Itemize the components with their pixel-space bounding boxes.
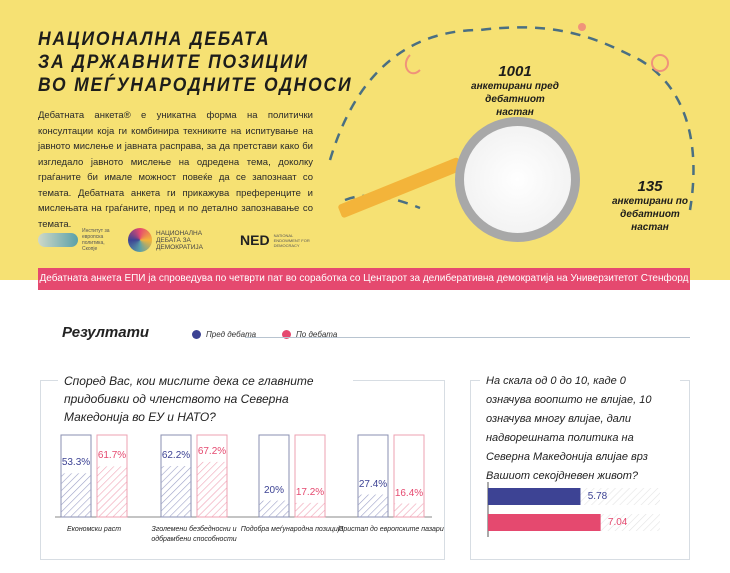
- stat-before: 1001 анкетирани пред дебатниот настан: [471, 63, 559, 118]
- data-label: 20%: [263, 484, 284, 496]
- national-debate-logo: НАЦИОНАЛНА ДЕБАТА ЗА ДЕМОКРАТИЈА: [128, 228, 226, 252]
- bar-after: [197, 461, 227, 517]
- bar-after: [97, 466, 127, 517]
- data-label: 61.7%: [97, 450, 127, 462]
- location-pin-icon: [578, 23, 586, 31]
- loop-arrow-icon: [404, 54, 421, 75]
- data-label: 5.78: [587, 491, 608, 502]
- chart-benefits-question: Според Вас, кои мислите дека се главните…: [58, 372, 353, 426]
- bar-outline: [393, 434, 425, 518]
- category-label: Зголемени безбедносни и одбрамбени спосо…: [151, 526, 237, 543]
- data-label: 62.2%: [161, 449, 191, 461]
- data-label: 16.4%: [394, 487, 424, 499]
- data-label: 7.04: [607, 517, 628, 528]
- divider: [245, 337, 690, 338]
- magnifying-glass-icon: [455, 117, 580, 242]
- data-label: 53.3%: [61, 457, 91, 469]
- bar-before: [358, 494, 388, 517]
- bar-before: [161, 465, 191, 517]
- chart-influence-question: На скала од 0 до 10, каде 0 означува воо…: [480, 372, 680, 486]
- bar-before: [259, 500, 289, 517]
- results-title: Резултати: [62, 324, 150, 341]
- hbar-after: [488, 514, 601, 531]
- data-label: 17.2%: [295, 486, 325, 498]
- ned-logo: NED NATIONAL ENDOWMENT FOR DEMOCRACY: [240, 232, 310, 248]
- stat-after: 135 анкетирани по дебатниот настан: [611, 178, 689, 233]
- legend-dot-pink: [282, 330, 291, 339]
- legend-before: Пред дебата: [192, 330, 256, 339]
- intro-text: Дебатната анкета® е уникатна форма на по…: [38, 110, 313, 230]
- page-title: НАЦИОНАЛНА ДЕБАТА ЗА ДРЖАВНИТЕ ПОЗИЦИИ В…: [38, 29, 353, 96]
- bar-after: [394, 503, 424, 517]
- bar-before: [61, 473, 91, 517]
- category-label: Економски раст: [66, 526, 122, 533]
- target-icon: [651, 54, 669, 72]
- category-label: Подобра меѓународна позиција: [240, 526, 344, 533]
- info-banner: Дебатната анкета ЕПИ ја спроведува по че…: [38, 268, 690, 306]
- data-label: 27.4%: [358, 478, 388, 490]
- data-label: 67.2%: [197, 445, 227, 457]
- legend-after: По дебата: [282, 330, 337, 339]
- header-section: НАЦИОНАЛНА ДЕБАТА ЗА ДРЖАВНИТЕ ПОЗИЦИИ В…: [0, 0, 730, 280]
- bar-after: [295, 502, 325, 517]
- epi-logo: Институт за европска политика, Скопје: [38, 228, 114, 252]
- hbar-before: [488, 488, 581, 505]
- category-label: Пристап до европските пазари: [338, 526, 444, 533]
- legend-dot-blue: [192, 330, 201, 339]
- partner-logos: Институт за европска политика, Скопје НА…: [38, 228, 314, 252]
